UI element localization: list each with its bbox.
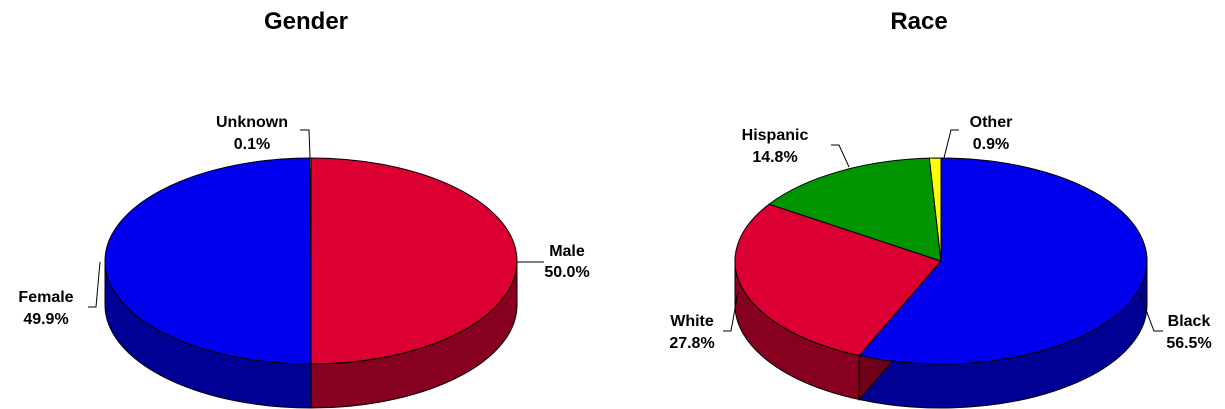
gender-pie-chart: Gender Male 50.0% Female 49.9% Unknown 0.1% — [0, 0, 612, 409]
pie-tops — [104, 157, 518, 365]
slice-value-female: 49.9% — [23, 311, 68, 328]
chart-title: Gender — [263, 8, 349, 35]
slice-value-black: 56.5% — [1166, 335, 1211, 352]
slice-value-white: 27.8% — [669, 335, 714, 352]
slice-value-other: 0.9% — [973, 136, 1009, 153]
slice-white — [734, 203, 942, 357]
slice-value-unknown: 0.1% — [234, 136, 270, 153]
leader-line-black — [1139, 293, 1163, 332]
leader-line-other — [943, 129, 959, 159]
pie-labels: Black 56.5% White 27.8% Hispanic 14.8% Other 0.… — [669, 114, 1211, 352]
pie-labels: Male 50.0% Female 49.9% Unknown 0.1% — [18, 114, 589, 328]
slice-female — [104, 157, 312, 365]
slice-label-other: Other — [970, 114, 1013, 131]
gender-pie-svg: Male 50.0% Female 49.9% Unknown 0.1% — [18, 114, 590, 409]
slice-value-male: 50.0% — [544, 264, 589, 281]
slice-value-hispanic: 14.8% — [752, 149, 797, 166]
slice-label-unknown: Unknown — [216, 114, 288, 131]
slice-male — [310, 157, 518, 365]
pie-tops — [734, 157, 1148, 365]
slice-label-female: Female — [18, 289, 73, 306]
leader-line-hispanic — [831, 144, 850, 168]
leader-line-female — [88, 261, 101, 308]
race-pie-chart: Race Black 56.5% White 27.8% Hispanic 14.8% Ot… — [613, 0, 1225, 409]
race-pie-svg: Black 56.5% White 27.8% Hispanic 14.8% Other 0.… — [669, 114, 1212, 409]
chart-title: Race — [890, 8, 948, 35]
slice-black — [858, 157, 1148, 365]
slice-label-male: Male — [549, 243, 585, 260]
slice-label-black: Black — [1168, 313, 1211, 330]
leader-line-white — [723, 291, 739, 332]
slice-label-hispanic: Hispanic — [742, 127, 809, 144]
slice-other — [928, 157, 942, 262]
leader-line-unknown — [300, 129, 311, 159]
slice-label-white: White — [670, 313, 714, 330]
slice-hispanic — [768, 157, 942, 262]
